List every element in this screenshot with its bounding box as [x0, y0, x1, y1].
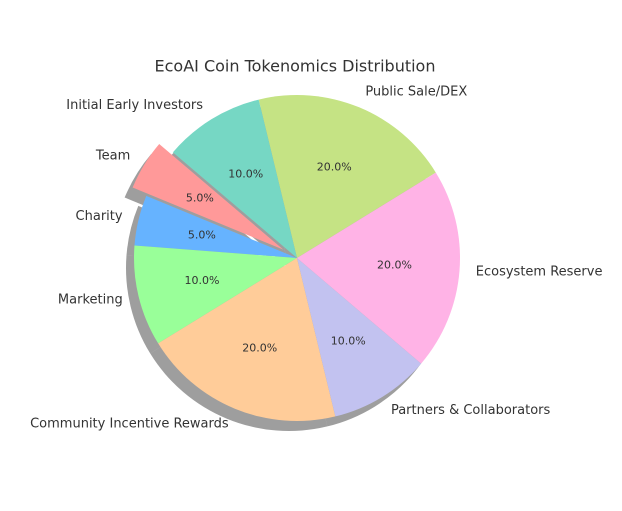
wedge — [172, 99, 297, 258]
value-label: 10.0% — [331, 334, 366, 347]
category-label: Marketing — [58, 293, 123, 308]
value-label: 5.0% — [188, 228, 216, 241]
value-label: 5.0% — [186, 192, 214, 205]
wedge — [158, 258, 336, 422]
wedge — [258, 94, 436, 258]
wedges — [132, 94, 460, 422]
category-label: Ecosystem Reserve — [476, 264, 603, 279]
wedge — [297, 172, 460, 364]
value-label: 10.0% — [228, 168, 263, 181]
value-label: 20.0% — [242, 341, 277, 354]
category-label: Initial Early Investors — [66, 98, 203, 113]
wedge — [132, 144, 284, 250]
value-label: 20.0% — [317, 161, 352, 174]
category-label: Public Sale/DEX — [365, 85, 467, 100]
value-label: 10.0% — [184, 274, 219, 287]
wedge — [134, 245, 297, 344]
wedge — [297, 258, 422, 417]
value-label: 20.0% — [377, 259, 412, 272]
chart-title: EcoAI Coin Tokenomics Distribution — [155, 57, 436, 76]
wedge — [134, 195, 297, 258]
category-label: Partners & Collaborators — [391, 403, 551, 418]
labels: 20.0% Public Sale/DEX 10.0% Initial Early I… — [30, 85, 602, 432]
category-label: Charity — [76, 209, 123, 224]
category-label: Community Incentive Rewards — [30, 416, 229, 431]
category-label: Team — [95, 149, 130, 164]
